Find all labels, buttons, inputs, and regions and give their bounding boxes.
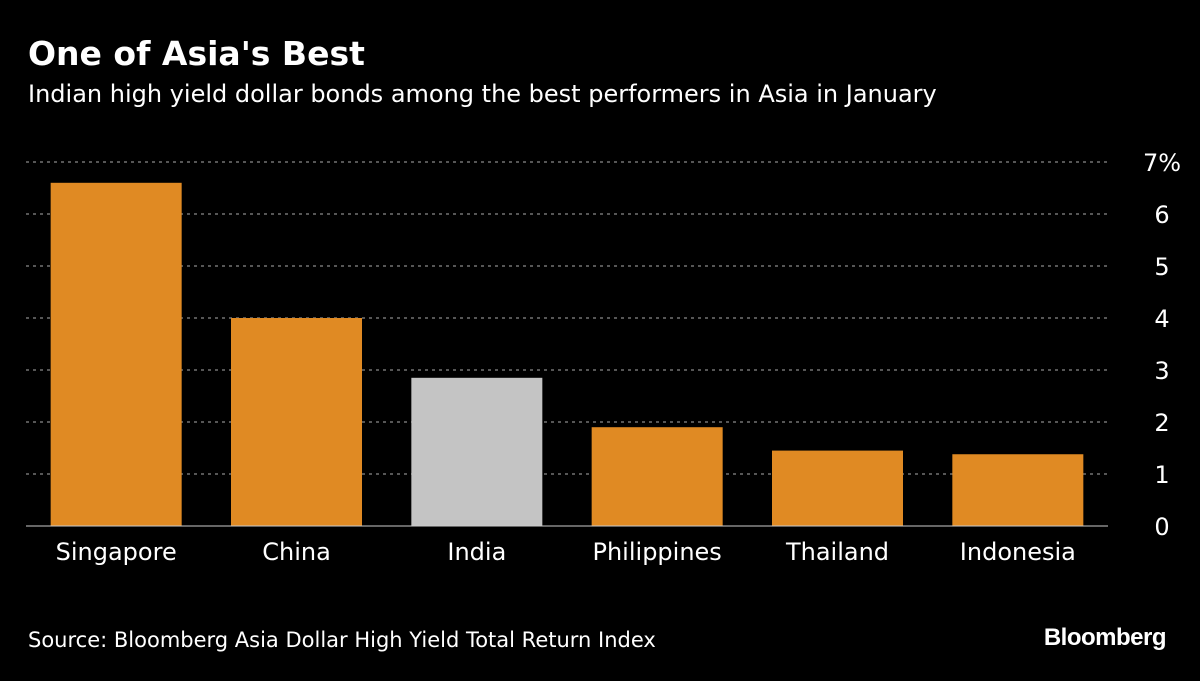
bar-philippines xyxy=(591,427,723,526)
source-note: Source: Bloomberg Asia Dollar High Yield… xyxy=(28,628,656,652)
chart-title: One of Asia's Best xyxy=(28,34,365,73)
x-tick-label: Philippines xyxy=(593,538,722,566)
x-tick-label: Singapore xyxy=(56,538,177,566)
chart-subtitle: Indian high yield dollar bonds among the… xyxy=(28,80,937,108)
bar-china xyxy=(231,318,362,526)
y-tick-label: 5 xyxy=(1154,253,1169,281)
x-tick-label: India xyxy=(447,538,506,566)
x-tick-label: Thailand xyxy=(785,538,889,566)
y-tick-label: 2 xyxy=(1154,409,1169,437)
y-tick-label: 3 xyxy=(1154,357,1169,385)
y-tick-label: 6 xyxy=(1154,201,1169,229)
x-tick-label: Indonesia xyxy=(960,538,1076,566)
bar-indonesia xyxy=(952,454,1084,526)
bar-thailand xyxy=(772,450,903,526)
y-tick-label: 0 xyxy=(1154,513,1169,541)
y-tick-label: 7% xyxy=(1143,149,1181,177)
bloomberg-logo: Bloomberg xyxy=(1043,624,1167,651)
y-tick-label: 1 xyxy=(1154,461,1169,489)
bar-singapore xyxy=(50,182,182,527)
bar-india xyxy=(411,377,543,526)
x-tick-label: China xyxy=(262,538,331,566)
y-tick-label: 4 xyxy=(1154,305,1169,333)
